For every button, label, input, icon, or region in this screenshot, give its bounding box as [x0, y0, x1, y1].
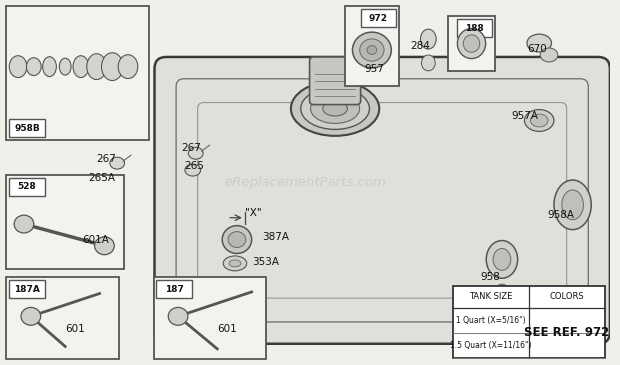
Ellipse shape: [530, 114, 548, 127]
Text: 187A: 187A: [14, 285, 40, 294]
Ellipse shape: [486, 241, 518, 278]
Bar: [453, 286, 605, 358]
Bar: [457, 19, 492, 37]
Text: 1.5 Quart (X=11/16"): 1.5 Quart (X=11/16"): [450, 341, 531, 350]
Text: COLORS: COLORS: [550, 292, 584, 301]
Ellipse shape: [540, 48, 558, 62]
Text: "X": "X": [245, 208, 262, 218]
Ellipse shape: [311, 94, 360, 123]
Ellipse shape: [21, 307, 41, 325]
Ellipse shape: [458, 28, 485, 58]
Ellipse shape: [99, 177, 116, 189]
Text: 267: 267: [97, 154, 117, 164]
Ellipse shape: [14, 215, 33, 233]
Ellipse shape: [562, 190, 583, 220]
Ellipse shape: [223, 256, 247, 271]
Bar: [361, 9, 396, 27]
Ellipse shape: [73, 56, 89, 77]
Text: 958B: 958B: [14, 124, 40, 133]
Ellipse shape: [188, 147, 203, 159]
Text: eReplacementParts.com: eReplacementParts.com: [224, 176, 387, 189]
Bar: [6, 6, 149, 140]
Ellipse shape: [43, 57, 56, 77]
Bar: [9, 119, 45, 137]
Ellipse shape: [367, 46, 377, 54]
FancyBboxPatch shape: [154, 57, 610, 344]
Ellipse shape: [60, 58, 71, 75]
Text: 265A: 265A: [88, 173, 115, 183]
Text: 267: 267: [181, 143, 201, 153]
Ellipse shape: [527, 34, 552, 52]
Text: 353A: 353A: [252, 257, 278, 268]
Ellipse shape: [222, 226, 252, 253]
Text: 601: 601: [65, 324, 85, 334]
Bar: [6, 277, 119, 359]
Bar: [345, 6, 399, 86]
Ellipse shape: [291, 81, 379, 136]
Text: 601: 601: [217, 324, 237, 334]
FancyBboxPatch shape: [309, 57, 361, 105]
Ellipse shape: [420, 29, 436, 49]
Ellipse shape: [228, 232, 246, 247]
Text: 528: 528: [17, 182, 37, 192]
Text: 1 Quart (X=5/16"): 1 Quart (X=5/16"): [456, 316, 526, 324]
Ellipse shape: [301, 88, 370, 130]
Ellipse shape: [110, 157, 125, 169]
Text: SEE REF. 972: SEE REF. 972: [525, 326, 609, 339]
Ellipse shape: [422, 55, 435, 71]
Bar: [154, 277, 267, 359]
Ellipse shape: [95, 237, 114, 255]
Text: 958A: 958A: [547, 210, 574, 220]
Ellipse shape: [496, 284, 508, 294]
Bar: [9, 280, 45, 298]
Text: 601A: 601A: [82, 235, 108, 245]
Ellipse shape: [323, 101, 347, 116]
Ellipse shape: [493, 249, 511, 270]
Bar: [156, 280, 192, 298]
Ellipse shape: [360, 39, 384, 61]
Ellipse shape: [118, 55, 138, 78]
Bar: [9, 178, 45, 196]
Ellipse shape: [27, 58, 41, 76]
Ellipse shape: [168, 307, 188, 325]
Bar: [6, 175, 124, 269]
Text: 972: 972: [369, 14, 388, 23]
Text: TANK SIZE: TANK SIZE: [469, 292, 513, 301]
Text: 958: 958: [480, 272, 500, 282]
Text: 957A: 957A: [512, 111, 539, 120]
Ellipse shape: [185, 164, 201, 176]
Ellipse shape: [87, 54, 107, 80]
Ellipse shape: [463, 35, 480, 52]
Text: 187: 187: [165, 285, 184, 294]
Text: 284: 284: [410, 41, 430, 51]
Bar: [448, 16, 495, 71]
Ellipse shape: [554, 180, 591, 230]
Text: 265: 265: [184, 161, 204, 171]
Ellipse shape: [229, 260, 241, 267]
Text: 188: 188: [465, 24, 484, 33]
Text: 957: 957: [365, 64, 384, 74]
Ellipse shape: [525, 110, 554, 131]
Ellipse shape: [352, 32, 391, 68]
Ellipse shape: [102, 53, 123, 81]
Ellipse shape: [9, 56, 27, 77]
Text: 670: 670: [528, 44, 547, 54]
Text: 387A: 387A: [262, 231, 290, 242]
